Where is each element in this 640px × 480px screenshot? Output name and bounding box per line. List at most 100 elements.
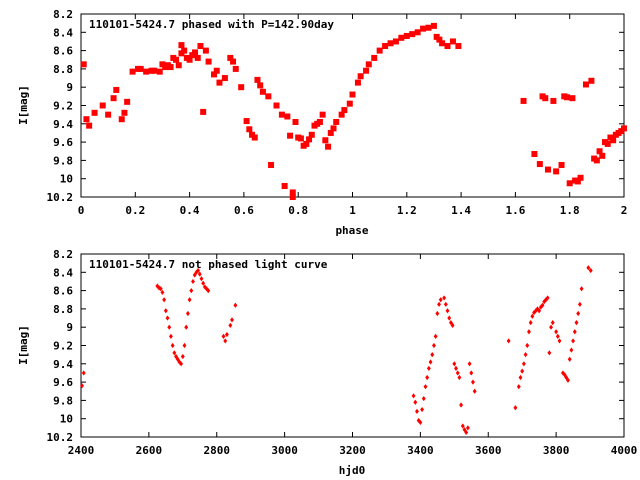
x-tick-label: 1.6 xyxy=(505,204,525,217)
x-tick-label: 3800 xyxy=(543,444,570,457)
data-point xyxy=(230,317,234,323)
data-point xyxy=(338,111,345,118)
data-point xyxy=(197,43,204,50)
data-point xyxy=(289,189,296,196)
data-point xyxy=(232,65,239,72)
data-point xyxy=(610,137,617,144)
x-tick-label: 1 xyxy=(349,204,356,217)
data-point xyxy=(259,88,266,95)
data-point xyxy=(547,350,552,356)
data-point xyxy=(460,423,465,429)
data-point xyxy=(155,283,160,289)
data-point xyxy=(172,350,177,356)
data-point xyxy=(165,315,170,321)
plot-frame xyxy=(80,253,625,438)
data-point xyxy=(354,79,361,86)
data-point xyxy=(327,129,334,136)
data-point xyxy=(201,280,206,286)
data-point xyxy=(576,310,581,317)
y-tick-label: 10.2 xyxy=(47,191,74,204)
y-tick-label: 9.2 xyxy=(53,100,73,113)
data-point xyxy=(450,322,455,328)
data-point xyxy=(452,361,457,367)
y-tick-label: 9.6 xyxy=(53,136,73,149)
data-point xyxy=(439,40,446,47)
y-tick-label: 8.2 xyxy=(53,8,73,21)
data-point xyxy=(192,49,199,56)
data-point xyxy=(292,118,299,125)
data-point xyxy=(588,267,593,274)
data-point xyxy=(426,365,431,371)
y-tick-label: 8.8 xyxy=(53,303,73,316)
y-tick-label: 10 xyxy=(60,173,73,186)
data-point xyxy=(181,47,188,54)
data-point xyxy=(443,301,448,307)
data-point xyxy=(251,134,258,141)
data-point xyxy=(540,302,545,308)
data-point xyxy=(472,388,477,394)
data-point xyxy=(167,64,174,71)
data-point xyxy=(566,180,573,187)
data-point xyxy=(569,95,576,102)
data-point xyxy=(206,288,211,294)
data-point xyxy=(525,342,530,349)
data-point xyxy=(550,97,557,104)
data-point xyxy=(467,361,472,367)
data-point xyxy=(230,58,237,65)
data-point xyxy=(246,126,253,133)
data-point xyxy=(184,324,189,330)
data-point xyxy=(535,306,540,312)
data-point xyxy=(204,286,209,292)
data-point xyxy=(572,329,577,335)
data-point xyxy=(425,24,432,31)
data-point xyxy=(532,309,537,316)
data-point xyxy=(567,356,572,362)
data-point xyxy=(156,68,163,75)
data-point xyxy=(333,118,340,125)
data-point xyxy=(455,43,462,50)
data-point xyxy=(437,301,441,307)
data-point xyxy=(520,368,525,374)
data-point xyxy=(560,370,565,376)
data-point xyxy=(520,97,527,104)
data-point xyxy=(191,278,195,285)
data-point xyxy=(199,276,204,282)
x-tick-label: 0.8 xyxy=(288,204,308,217)
data-point xyxy=(281,183,288,190)
data-point xyxy=(228,322,233,328)
data-point xyxy=(227,54,234,61)
y-tick-label: 9.8 xyxy=(53,154,73,167)
data-point xyxy=(521,361,526,367)
data-point xyxy=(432,342,436,349)
y-axis-label: I[mag] xyxy=(17,85,30,125)
data-point xyxy=(105,111,112,118)
data-point xyxy=(143,68,150,75)
data-point xyxy=(91,109,98,116)
x-tick-label: 2600 xyxy=(136,444,163,457)
data-point xyxy=(435,310,440,317)
data-point xyxy=(409,31,416,38)
data-point xyxy=(436,36,443,43)
data-point xyxy=(421,395,426,402)
data-point xyxy=(163,308,168,314)
data-point xyxy=(531,150,538,157)
data-point xyxy=(549,324,553,330)
data-point xyxy=(414,29,421,36)
x-tick-label: 2800 xyxy=(204,444,231,457)
data-point xyxy=(158,286,163,292)
data-point xyxy=(430,352,435,358)
x-tick-label: 4000 xyxy=(611,444,638,457)
data-point xyxy=(513,405,518,411)
y-tick-label: 10 xyxy=(60,413,73,426)
data-point xyxy=(542,95,549,102)
data-point xyxy=(553,168,560,175)
data-point xyxy=(216,79,223,86)
y-tick-label: 8.6 xyxy=(53,45,73,58)
data-point xyxy=(167,324,172,330)
data-point xyxy=(518,374,523,381)
data-point xyxy=(205,58,212,65)
data-point xyxy=(564,374,569,381)
data-point xyxy=(376,47,383,54)
data-point xyxy=(182,342,187,349)
data-point xyxy=(124,98,131,105)
